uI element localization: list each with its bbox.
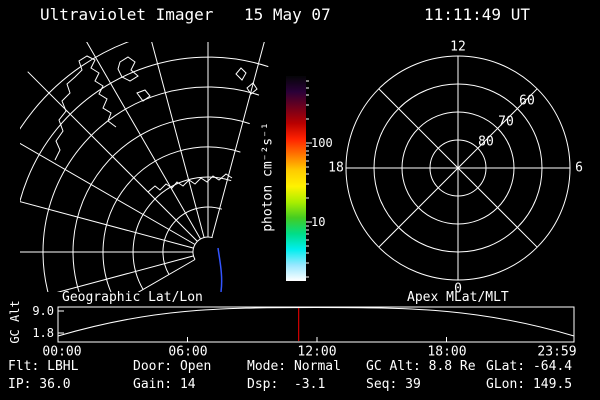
mlat-label-80: 80	[478, 134, 494, 150]
geo-latitude-arcs	[20, 42, 269, 292]
header-date: 15 May 07	[244, 5, 331, 24]
geo-map-panel	[20, 42, 269, 292]
status-glon: GLon: 149.5	[486, 377, 573, 392]
colorbar-minor-ticks	[306, 80, 309, 278]
status-door: Door: Open	[133, 359, 212, 374]
gc-alt-axis-ticks	[58, 310, 447, 342]
status-flt: Flt: LBHL	[8, 359, 79, 374]
mlat-label-70: 70	[498, 114, 514, 130]
xtick-0000: 00:00	[42, 344, 82, 360]
geo-panel-caption: Geographic Lat/Lon	[62, 290, 203, 305]
mlt-label-0: 0	[454, 281, 462, 297]
gc-alt-chart	[57, 306, 575, 343]
gc-alt-curve	[57, 306, 575, 337]
xtick-2359: 23:59	[537, 344, 577, 360]
gc-alt-ytick-top: 9.0	[32, 304, 54, 318]
status-seq: Seq: 39	[366, 377, 421, 392]
gc-alt-frame	[57, 306, 575, 343]
colorbar-tick-100: 100	[311, 136, 333, 150]
status-gain: Gain: 14	[133, 377, 196, 392]
colorbar-ticks	[306, 80, 312, 278]
status-mode: Mode: Normal	[247, 359, 341, 374]
colorbar-major-ticks	[306, 142, 312, 223]
status-glat: GLat: -64.4	[486, 359, 573, 374]
apex-grid	[345, 55, 571, 281]
status-gc-alt: GC Alt: 8.8 Re	[366, 359, 476, 374]
xtick-1800: 18:00	[427, 344, 467, 360]
gc-alt-ytick-bottom: 1.8	[32, 326, 54, 340]
app-title: Ultraviolet Imager	[40, 5, 214, 24]
colorbar-gradient	[286, 76, 306, 281]
mlat-label-60: 60	[519, 93, 535, 109]
colorbar-axis-label: photon cm⁻²s⁻¹	[260, 122, 276, 232]
xtick-1200: 12:00	[297, 344, 337, 360]
status-ip: IP: 36.0	[8, 377, 71, 392]
mlt-spokes	[346, 56, 570, 280]
gc-alt-axis-label: GC Alt	[8, 300, 22, 344]
mlt-label-6: 6	[575, 160, 583, 176]
mlt-label-12: 12	[450, 39, 466, 55]
geo-meridian-lines	[20, 42, 265, 292]
coastlines	[54, 55, 258, 193]
status-dsp: Dsp: -3.1	[247, 377, 326, 392]
xtick-0600: 06:00	[168, 344, 208, 360]
colorbar-tick-10: 10	[311, 215, 326, 229]
satellite-track	[217, 247, 223, 292]
header-time: 11:11:49 UT	[424, 5, 530, 24]
apex-panel-caption: Apex MLat/MLT	[407, 290, 509, 305]
mlt-label-18: 18	[328, 160, 344, 176]
